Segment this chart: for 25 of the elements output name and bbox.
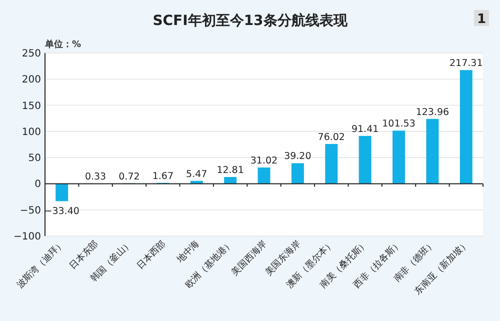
data-label: 91.41 bbox=[351, 124, 379, 135]
data-label: 39.20 bbox=[284, 151, 312, 162]
data-label: 1.67 bbox=[152, 170, 174, 182]
data-label: 12.81 bbox=[216, 165, 244, 176]
data-label: 101.53 bbox=[382, 118, 416, 130]
y-tick-label: 150 bbox=[22, 100, 41, 112]
data-label: 217.31 bbox=[450, 58, 483, 70]
y-tick-label: 100 bbox=[22, 126, 41, 138]
x-tick-label: 地中海 bbox=[174, 238, 202, 266]
chart-title: SCFI年初至今13条分航线表现 bbox=[152, 12, 348, 29]
text: 1 bbox=[476, 12, 486, 27]
data-label: −33.40 bbox=[44, 206, 80, 218]
data-label: 5.47 bbox=[186, 168, 208, 180]
y-tick-label: 250 bbox=[22, 48, 41, 60]
data-label: 31.02 bbox=[250, 155, 278, 166]
y-tick-label: 0 bbox=[34, 179, 41, 190]
y-tick-label: 50 bbox=[28, 153, 41, 164]
y-tick-label: 200 bbox=[22, 74, 41, 86]
y-tick-label: −50 bbox=[20, 205, 41, 216]
data-label: 76.02 bbox=[318, 132, 345, 143]
x-tick-label: 日本西部 bbox=[134, 238, 168, 272]
data-label: 0.72 bbox=[118, 171, 140, 182]
data-label: 0.33 bbox=[84, 172, 106, 183]
data-label: 123.96 bbox=[416, 106, 450, 118]
y-axis-title: 单位：% bbox=[44, 39, 82, 50]
